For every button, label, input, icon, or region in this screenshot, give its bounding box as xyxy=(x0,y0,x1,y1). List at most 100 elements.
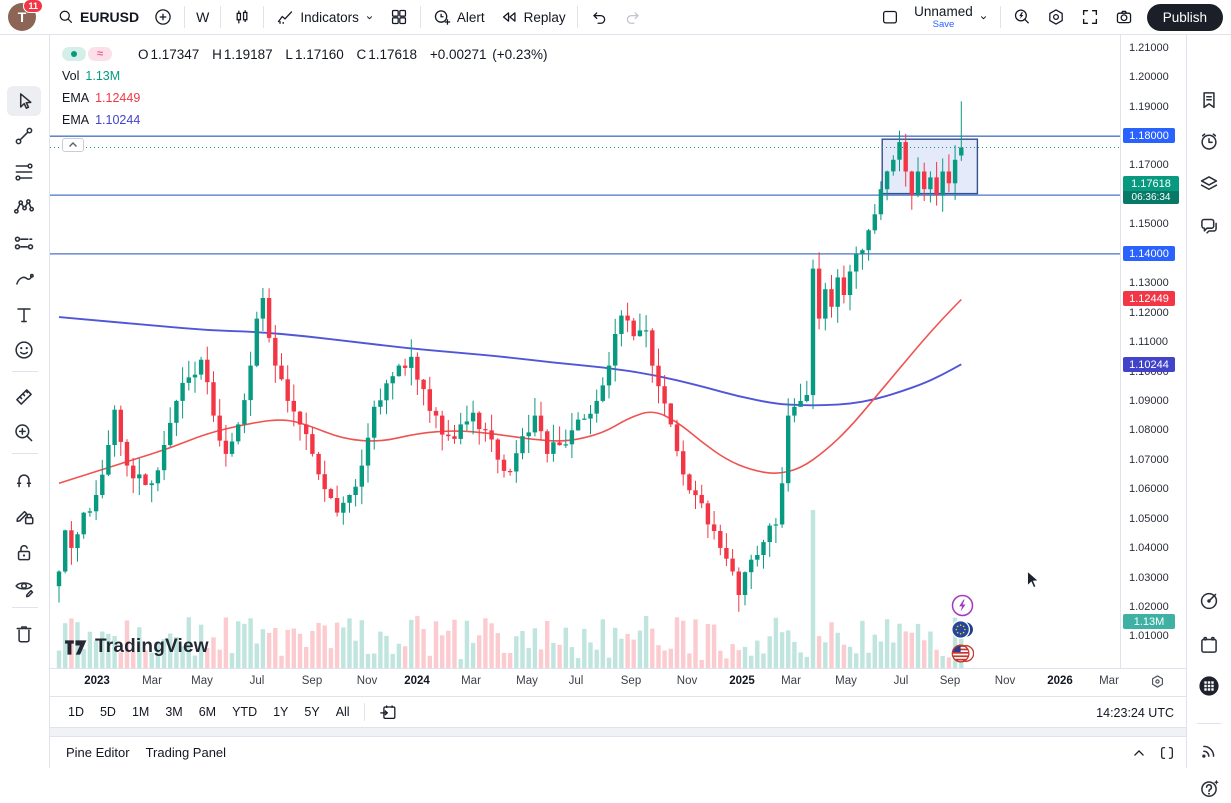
panel-separator[interactable] xyxy=(50,727,1186,736)
settings-button[interactable] xyxy=(1039,3,1073,31)
sidebar-object-tree-button[interactable] xyxy=(1193,169,1225,199)
camera-icon xyxy=(1114,7,1134,27)
price-tick: 1.12000 xyxy=(1129,307,1169,319)
tool-fib-retracement[interactable] xyxy=(7,157,41,187)
sidebar-screener-button[interactable] xyxy=(1193,586,1225,616)
ruler-icon xyxy=(12,385,36,409)
candlestick-chart[interactable] xyxy=(50,35,1120,668)
goto-date-button[interactable] xyxy=(371,698,405,726)
sidebar-chat-button[interactable] xyxy=(1193,211,1225,241)
divider xyxy=(184,6,186,28)
series-marker-icon[interactable] xyxy=(62,47,86,61)
snapshot-button[interactable] xyxy=(1107,3,1141,31)
publish-button[interactable]: Publish xyxy=(1146,3,1223,31)
replay-button[interactable]: Replay xyxy=(492,3,573,31)
range-5y[interactable]: 5Y xyxy=(304,705,320,719)
tab-trading-panel[interactable]: Trading Panel xyxy=(145,745,227,760)
price-tick: 1.04000 xyxy=(1129,542,1169,554)
ema-label: EMA xyxy=(62,113,90,127)
sidebar-watchlist-button[interactable] xyxy=(1193,85,1225,115)
tool-drawing-lock[interactable] xyxy=(7,501,41,531)
tool-brush[interactable] xyxy=(7,264,41,294)
range-1y[interactable]: 1Y xyxy=(273,705,289,719)
tool-xabcd-pattern[interactable] xyxy=(7,192,41,222)
alert-button[interactable]: Alert xyxy=(425,3,492,31)
compare-add-button[interactable] xyxy=(146,3,180,31)
replay-icon xyxy=(499,7,519,27)
us-event-icon[interactable] xyxy=(951,642,974,665)
price-level-label: 1.10244 xyxy=(1123,357,1175,372)
price-tick: 1.06000 xyxy=(1129,483,1169,495)
price-tick: 1.07000 xyxy=(1129,454,1169,466)
divider xyxy=(1197,723,1221,724)
range-all[interactable]: All xyxy=(335,705,350,719)
tool-lock-all[interactable] xyxy=(7,537,41,567)
sidebar-more-apps-button[interactable] xyxy=(1193,671,1225,701)
range-toolbar: 1D 5D 1M 3M 6M YTD 1Y 5Y All 14:23:24 UTC xyxy=(50,696,1186,727)
range-5d[interactable]: 5D xyxy=(99,705,116,719)
clock[interactable]: 14:23:24 UTC xyxy=(1096,705,1174,720)
tool-zoom-in[interactable] xyxy=(7,418,41,448)
undo-button[interactable] xyxy=(582,3,616,31)
layout-select-button[interactable] xyxy=(873,3,907,31)
bottom-panel: Pine Editor Trading Panel xyxy=(50,736,1186,768)
time-label-month: Mar xyxy=(142,675,162,687)
redo-button[interactable] xyxy=(616,3,650,31)
expand-panel-button[interactable] xyxy=(1130,744,1148,762)
symbol-name: EURUSD xyxy=(80,9,140,25)
user-avatar[interactable]: T 11 xyxy=(8,0,43,31)
time-axis[interactable]: 2023 Mar May Jul Sep Nov 2024 Mar May Jul Sep Nov 20… xyxy=(50,668,1186,696)
axis-settings-icon[interactable] xyxy=(1150,674,1165,689)
range-6m[interactable]: 6M xyxy=(198,705,217,719)
maximize-panel-button[interactable] xyxy=(1158,744,1176,762)
indicators-button[interactable]: Indicators xyxy=(268,3,382,31)
layout-name-button[interactable]: Unnamed Save xyxy=(907,3,996,31)
save-link[interactable]: Save xyxy=(932,18,955,30)
ema-fast-legend-row[interactable]: EMA 1.12449 xyxy=(62,91,141,105)
interval-label: W xyxy=(196,9,210,25)
object-tree-icon xyxy=(1197,172,1221,196)
range-ytd[interactable]: YTD xyxy=(232,705,258,719)
tool-magnet[interactable] xyxy=(7,465,41,495)
interval-button[interactable]: W xyxy=(189,3,216,31)
right-sidebar xyxy=(1186,35,1231,797)
sidebar-broadcast-button[interactable] xyxy=(1193,736,1225,766)
ema-slow-legend-row[interactable]: EMA 1.10244 xyxy=(62,113,141,127)
ohlc-values: O 1.17347 H 1.19187 L 1.17160 C 1.17618 +0.0… xyxy=(138,46,548,62)
sidebar-alerts-button[interactable] xyxy=(1193,126,1225,156)
fullscreen-button[interactable] xyxy=(1073,3,1107,31)
eu-event-icon[interactable] xyxy=(951,618,974,641)
sidebar-calendar-button[interactable] xyxy=(1193,630,1225,660)
price-axis[interactable]: 1.17618 06:36:34 1.21000 1.20000 1.19000 1.… xyxy=(1120,35,1186,668)
line-collapse-button[interactable] xyxy=(62,138,84,152)
tool-remove-drawings[interactable] xyxy=(7,619,41,649)
tool-emoji[interactable] xyxy=(7,335,41,365)
divider xyxy=(12,607,38,608)
range-1d[interactable]: 1D xyxy=(68,705,84,719)
price-tick: 1.17000 xyxy=(1129,159,1169,171)
symbol-search-button[interactable]: EURUSD xyxy=(50,3,146,31)
tool-ruler[interactable] xyxy=(7,382,41,412)
tool-prediction[interactable] xyxy=(7,228,41,258)
chart-style-button[interactable] xyxy=(225,3,259,31)
tool-hide-drawings[interactable] xyxy=(7,572,41,602)
wave-marker-icon[interactable]: ≈ xyxy=(88,47,112,61)
tool-cursor[interactable] xyxy=(7,86,41,116)
range-3m[interactable]: 3M xyxy=(165,705,183,719)
watchlist-icon xyxy=(1197,88,1221,112)
flash-event-icon[interactable] xyxy=(951,594,974,617)
sidebar-help-button[interactable] xyxy=(1193,773,1225,803)
chart-legend[interactable]: ≈ O 1.17347 H 1.19187 L 1.17160 C 1.17618 +0… xyxy=(62,44,556,132)
quick-search-button[interactable] xyxy=(1005,3,1039,31)
time-label-year: 2025 xyxy=(729,675,755,687)
tab-pine-editor[interactable]: Pine Editor xyxy=(66,745,130,760)
symbol-legend-row[interactable]: ≈ O 1.17347 H 1.19187 L 1.17160 C 1.17618 +0… xyxy=(62,44,556,64)
time-label-month: Nov xyxy=(676,675,698,687)
tool-trend-line[interactable] xyxy=(7,121,41,151)
candles-icon xyxy=(232,7,252,27)
range-1m[interactable]: 1M xyxy=(131,705,150,719)
tool-text[interactable] xyxy=(7,300,41,330)
layout-templates-button[interactable] xyxy=(382,3,416,31)
volume-legend-row[interactable]: Vol 1.13M xyxy=(62,69,121,83)
divider xyxy=(419,6,421,28)
